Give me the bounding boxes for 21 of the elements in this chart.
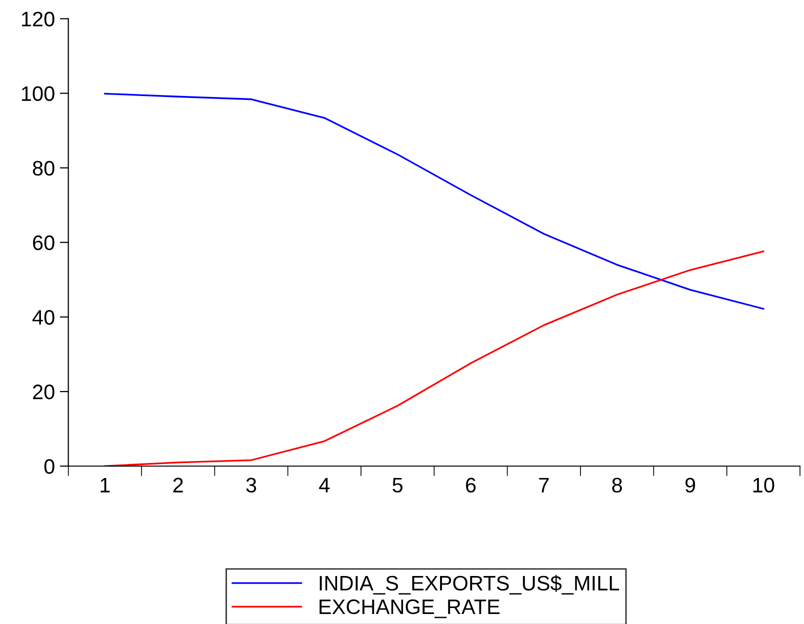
- x-tick-label: 4: [319, 478, 330, 492]
- line-series: [104, 92, 764, 310]
- legend-label: INDIA_S_EXPORTS_US$_MILL: [320, 574, 620, 595]
- y-tick-label: 20: [33, 384, 54, 400]
- x-tick-label: 5: [392, 478, 402, 493]
- x-tick-label: 1: [100, 478, 110, 492]
- y-tick-label: 60: [33, 235, 54, 250]
- y-tick-label: 0: [44, 459, 54, 474]
- y-tick-label: 100: [22, 86, 54, 102]
- y-tick-label: 120: [22, 12, 54, 26]
- x-tick-label: 10: [753, 478, 774, 493]
- x-tick-label: 2: [173, 478, 183, 492]
- x-tick-label: 7: [539, 478, 549, 492]
- legend-label: EXCHANGE_RATE: [320, 599, 500, 618]
- line-series: [104, 250, 764, 466]
- x-tick-label: 3: [246, 478, 256, 493]
- y-tick-label: 80: [32, 160, 54, 176]
- y-tick-label: 40: [32, 310, 54, 325]
- x-tick-label: 8: [612, 478, 622, 493]
- x-tick-label: 6: [466, 478, 476, 493]
- x-tick-label: 9: [685, 478, 696, 493]
